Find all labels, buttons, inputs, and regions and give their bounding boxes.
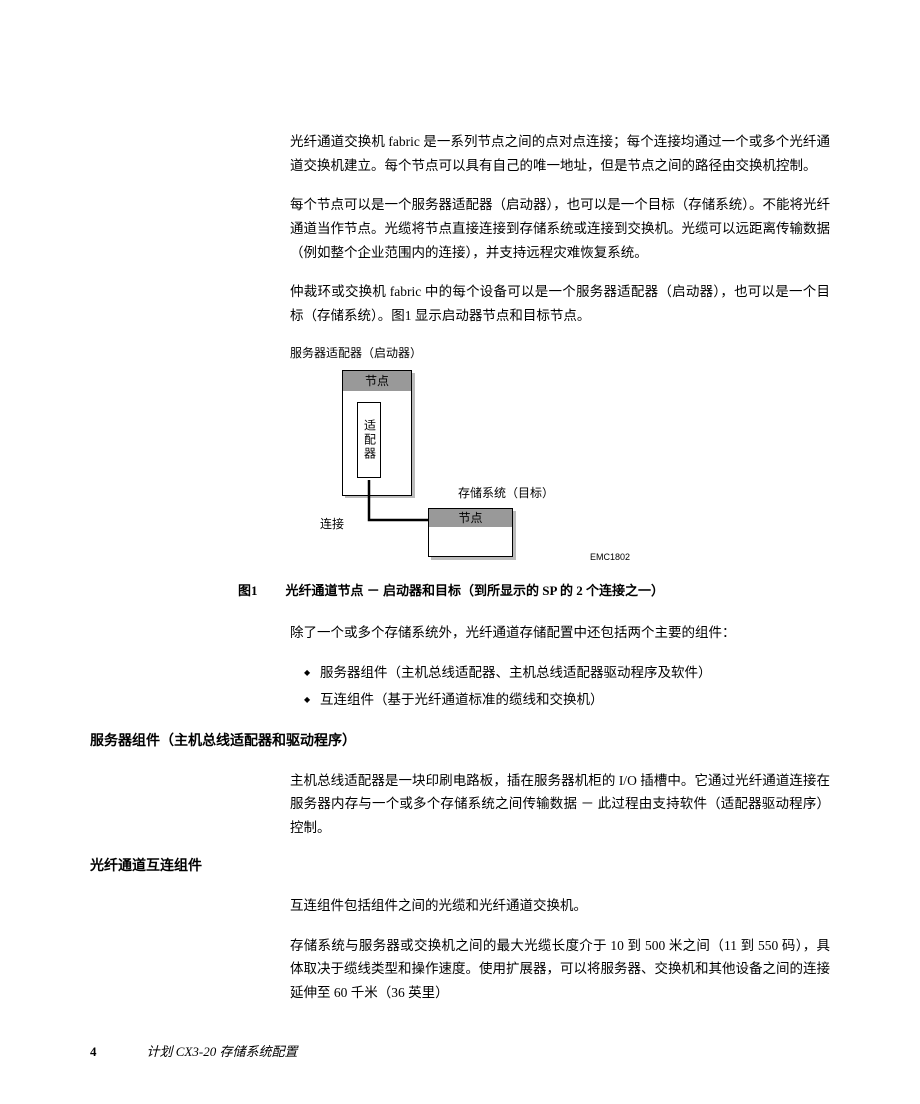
adapter-inner-box: 适配器	[357, 402, 381, 478]
bullet-list: 服务器组件（主机总线适配器、主机总线适配器驱动程序及软件） 互连组件（基于光纤通…	[290, 661, 830, 712]
page-content: 光纤通道交换机 fabric 是一系列节点之间的点对点连接；每个连接均通过一个或…	[0, 0, 920, 1004]
link-label: 连接	[320, 514, 344, 535]
section2-body1: 互连组件包括组件之间的光缆和光纤通道交换机。	[290, 894, 830, 918]
section-heading-server: 服务器组件（主机总线适配器和驱动程序）	[90, 730, 830, 755]
section2-body2: 存储系统与服务器或交换机之间的最大光缆长度介于 10 到 500 米之间（11 …	[290, 934, 830, 1005]
paragraph-1: 光纤通道交换机 fabric 是一系列节点之间的点对点连接；每个连接均通过一个或…	[290, 130, 830, 177]
figure-title: 光纤通道节点 － 启动器和目标（到所显示的 SP 的 2 个连接之一）	[286, 580, 664, 603]
node2-body	[428, 527, 513, 557]
paragraph-2: 每个节点可以是一个服务器适配器（启动器），也可以是一个目标（存储系统）。不能将光…	[290, 193, 830, 264]
paragraph-4: 除了一个或多个存储系统外，光纤通道存储配置中还包括两个主要的组件：	[290, 621, 830, 645]
node1-box: 节点	[342, 370, 412, 392]
diagram-top-caption: 服务器适配器（启动器）	[290, 343, 830, 364]
figure-caption-row: 图1 光纤通道节点 － 启动器和目标（到所显示的 SP 的 2 个连接之一）	[238, 580, 830, 603]
list-item: 互连组件（基于光纤通道标准的缆线和交换机）	[304, 688, 830, 712]
figure-diagram: 节点 适配器 连接 存储系统（目标） 节点 EMC1802	[290, 370, 830, 570]
footer-title: 计划 CX3-20 存储系统配置	[147, 1041, 298, 1064]
section1-body: 主机总线适配器是一块印刷电路板，插在服务器机柜的 I/O 插槽中。它通过光纤通道…	[290, 769, 830, 840]
section-heading-interconnect: 光纤通道互连组件	[90, 855, 830, 880]
page-number: 4	[90, 1041, 97, 1064]
emc-code-label: EMC1802	[590, 550, 630, 566]
list-item: 服务器组件（主机总线适配器、主机总线适配器驱动程序及软件）	[304, 661, 830, 685]
figure-number: 图1	[238, 580, 258, 603]
page-footer: 4 计划 CX3-20 存储系统配置	[0, 1041, 920, 1064]
node2-box: 节点	[428, 508, 513, 528]
paragraph-3: 仲裁环或交换机 fabric 中的每个设备可以是一个服务器适配器（启动器），也可…	[290, 280, 830, 327]
target-label: 存储系统（目标）	[458, 483, 554, 504]
